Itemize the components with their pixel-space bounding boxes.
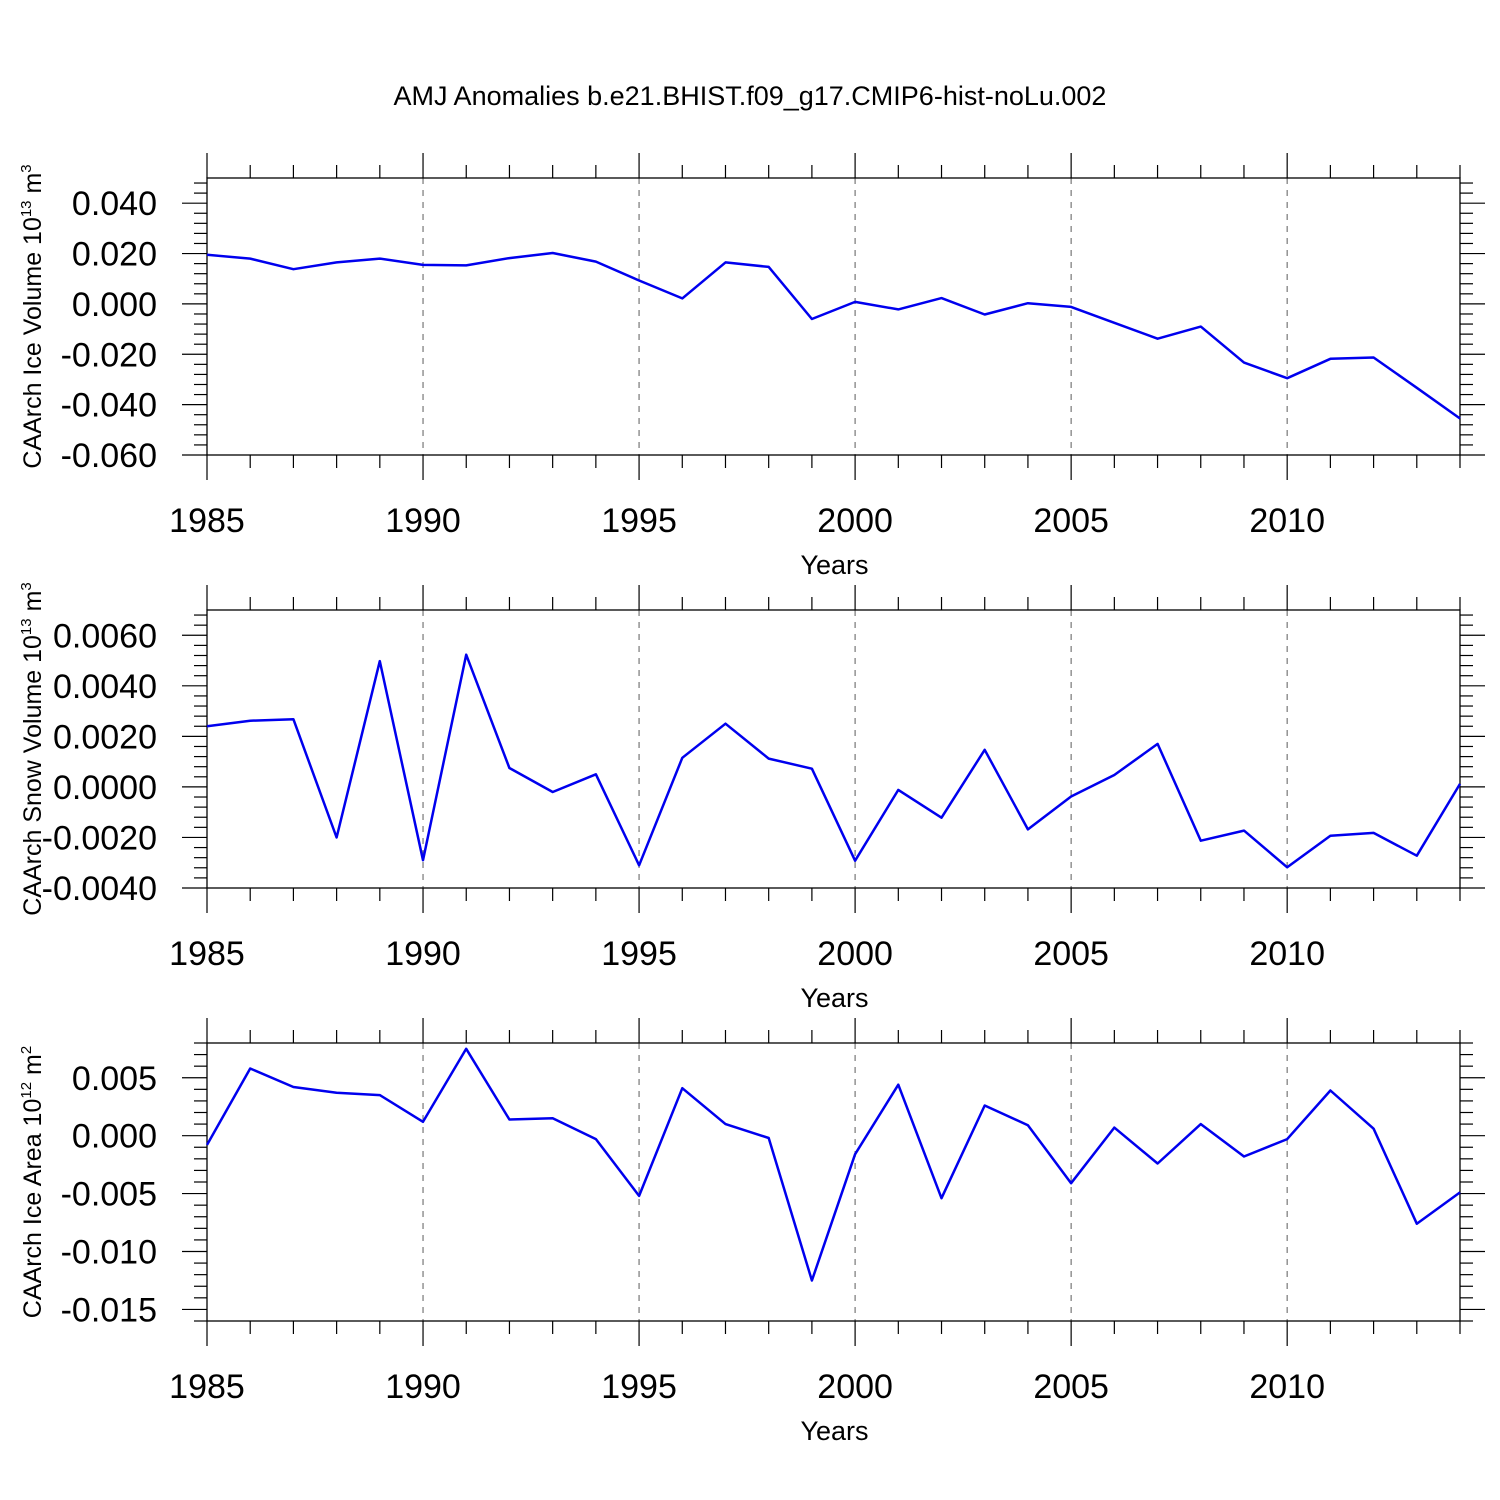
y-tick-label: 0.020 bbox=[72, 236, 157, 274]
x-tick-label: 1985 bbox=[169, 935, 245, 973]
series-line bbox=[206, 251, 1461, 420]
x-tick-label: 2000 bbox=[817, 1368, 893, 1406]
y-tick-label: -0.020 bbox=[61, 336, 157, 374]
x-tick-label: 1985 bbox=[169, 502, 245, 540]
y-tick-label: -0.010 bbox=[61, 1234, 157, 1272]
x-tick-label: 1995 bbox=[601, 502, 677, 540]
y-tick-label: -0.060 bbox=[61, 437, 157, 475]
y-tick-label: 0.0000 bbox=[53, 769, 157, 807]
y-axis-label: CAArch Snow Volume 1013 m3 bbox=[18, 582, 47, 916]
plot-frame bbox=[206, 177, 1461, 456]
panels: 0.040 0.020 0.000 -0.020 -0.040 -0.060 1985 199… bbox=[18, 153, 1485, 1446]
chart-title: AMJ Anomalies b.e21.BHIST.f09_g17.CMIP6-… bbox=[394, 81, 1107, 111]
x-axis-label: Years bbox=[800, 550, 868, 580]
x-tick-label: 2005 bbox=[1033, 935, 1109, 973]
x-tick-label: 2005 bbox=[1033, 1368, 1109, 1406]
x-axis-label: Years bbox=[800, 983, 868, 1013]
y-axis-label: CAArch Ice Area 1012 m2 bbox=[18, 1046, 47, 1318]
y-tick-label: 0.005 bbox=[72, 1060, 157, 1098]
x-axis-label: Years bbox=[800, 1416, 868, 1446]
plot-frame bbox=[206, 609, 1461, 889]
y-tick-label: 0.040 bbox=[72, 185, 157, 223]
y-tick-label: -0.015 bbox=[61, 1291, 157, 1329]
x-tick-label: 1995 bbox=[601, 1368, 677, 1406]
y-tick-label: 0.0020 bbox=[53, 718, 157, 756]
x-tick-label: 1990 bbox=[385, 1368, 461, 1406]
x-tick-label: 1995 bbox=[601, 935, 677, 973]
y-tick-label: 0.000 bbox=[72, 286, 157, 324]
x-tick-label: 2010 bbox=[1249, 935, 1325, 973]
panel-2: 0.0060 0.0040 0.0020 0.0000 -0.0020 -0.0040 19… bbox=[18, 582, 1485, 1013]
y-tick-label: 0.0040 bbox=[53, 668, 157, 706]
series-line bbox=[205, 1047, 1461, 1282]
y-axis-label: CAArch Ice Volume 1013 m3 bbox=[18, 164, 47, 468]
panel-1: 0.040 0.020 0.000 -0.020 -0.040 -0.060 1985 199… bbox=[18, 153, 1485, 580]
x-tick-label: 2000 bbox=[817, 935, 893, 973]
x-tick-label: 1990 bbox=[385, 502, 461, 540]
y-tick-label: 0.0060 bbox=[53, 617, 157, 655]
x-tick-label: 2005 bbox=[1033, 502, 1109, 540]
x-tick-label: 1990 bbox=[385, 935, 461, 973]
x-tick-label: 1985 bbox=[169, 1368, 245, 1406]
x-tick-label: 2010 bbox=[1249, 502, 1325, 540]
y-tick-label: -0.0040 bbox=[42, 870, 157, 908]
plot-frame bbox=[206, 1042, 1461, 1322]
y-tick-label: -0.040 bbox=[61, 387, 157, 425]
y-tick-label: 0.000 bbox=[72, 1118, 157, 1156]
y-tick-label: -0.0020 bbox=[42, 819, 157, 857]
panel-3: 0.005 0.000 -0.005 -0.010 -0.015 1985 1990 1995… bbox=[18, 1018, 1485, 1446]
series-line bbox=[206, 653, 1462, 869]
x-tick-label: 2010 bbox=[1249, 1368, 1325, 1406]
x-tick-label: 2000 bbox=[817, 502, 893, 540]
y-tick-label: -0.005 bbox=[61, 1176, 157, 1214]
